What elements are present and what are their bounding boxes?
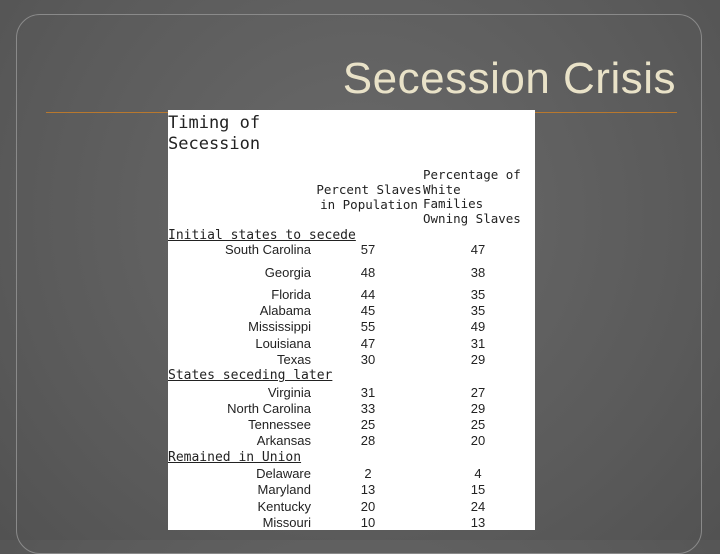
percent-slaves-value: 28 — [360, 433, 376, 448]
percent-families-value: 47 — [470, 242, 486, 257]
percent-families-value: 20 — [470, 433, 486, 448]
percent-slaves-value: 20 — [360, 499, 376, 514]
percent-slaves-value: 33 — [360, 401, 376, 416]
state-name: Alabama — [259, 303, 311, 318]
percent-families-value: 29 — [470, 401, 486, 416]
percent-families-value: 35 — [470, 287, 486, 302]
title-rule-right — [535, 112, 677, 113]
percent-slaves-value: 31 — [360, 385, 376, 400]
state-name: Florida — [271, 287, 311, 302]
state-name: Arkansas — [256, 433, 311, 448]
col2-header: Percentage of White Families Owning Slav… — [423, 167, 521, 226]
percent-families-value: 13 — [470, 515, 486, 530]
percent-families-value: 25 — [470, 417, 486, 432]
state-name: Louisiana — [255, 336, 311, 351]
percent-slaves-value: 2 — [364, 466, 372, 481]
percent-slaves-value: 13 — [360, 482, 376, 497]
group-label: Initial states to secede — [168, 228, 356, 243]
secession-table-image: Timing of Secession Percent Slaves in Po… — [168, 110, 535, 530]
group-label: States seceding later — [168, 368, 333, 383]
percent-slaves-value: 44 — [360, 287, 376, 302]
title-rule-left — [46, 112, 168, 113]
percent-slaves-value: 45 — [360, 303, 376, 318]
state-name: Georgia — [264, 265, 311, 280]
state-name: Kentucky — [257, 499, 311, 514]
state-name: Tennessee — [248, 417, 311, 432]
percent-families-value: 27 — [470, 385, 486, 400]
group-label: Remained in Union — [168, 450, 302, 465]
percent-slaves-value: 10 — [360, 515, 376, 530]
percent-families-value: 29 — [470, 352, 486, 367]
percent-slaves-value: 48 — [360, 265, 376, 280]
percent-families-value: 24 — [470, 499, 486, 514]
state-name: Texas — [277, 352, 311, 367]
slide-title: Secession Crisis — [342, 54, 676, 103]
state-name: Maryland — [257, 482, 311, 497]
percent-slaves-value: 57 — [360, 242, 376, 257]
percent-slaves-value: 47 — [360, 336, 376, 351]
percent-families-value: 31 — [470, 336, 486, 351]
table-heading: Timing of Secession — [168, 113, 261, 154]
percent-families-value: 49 — [470, 319, 486, 334]
state-name: South Carolina — [225, 242, 311, 257]
percent-slaves-value: 25 — [360, 417, 376, 432]
percent-families-value: 35 — [470, 303, 486, 318]
state-name: Mississippi — [248, 319, 311, 334]
state-name: Delaware — [256, 466, 311, 481]
col1-header: Percent Slaves in Population — [316, 182, 422, 212]
state-name: North Carolina — [227, 401, 311, 416]
percent-slaves-value: 30 — [360, 352, 376, 367]
percent-slaves-value: 55 — [360, 319, 376, 334]
percent-families-value: 4 — [474, 466, 482, 481]
state-name: Virginia — [267, 385, 311, 400]
percent-families-value: 38 — [470, 265, 486, 280]
percent-families-value: 15 — [470, 482, 486, 497]
state-name: Missouri — [262, 515, 311, 530]
